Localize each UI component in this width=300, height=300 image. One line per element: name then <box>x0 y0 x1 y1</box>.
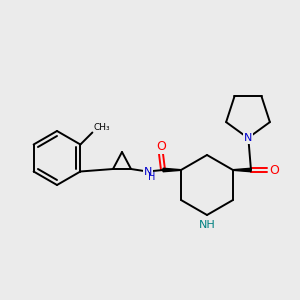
Text: H: H <box>148 172 156 182</box>
Text: NH: NH <box>199 220 215 230</box>
Text: N: N <box>244 133 252 143</box>
Text: O: O <box>156 140 166 154</box>
Polygon shape <box>163 168 181 172</box>
Polygon shape <box>233 168 251 172</box>
Text: O: O <box>269 164 279 176</box>
Text: CH₃: CH₃ <box>93 122 110 131</box>
Text: N: N <box>144 167 152 177</box>
